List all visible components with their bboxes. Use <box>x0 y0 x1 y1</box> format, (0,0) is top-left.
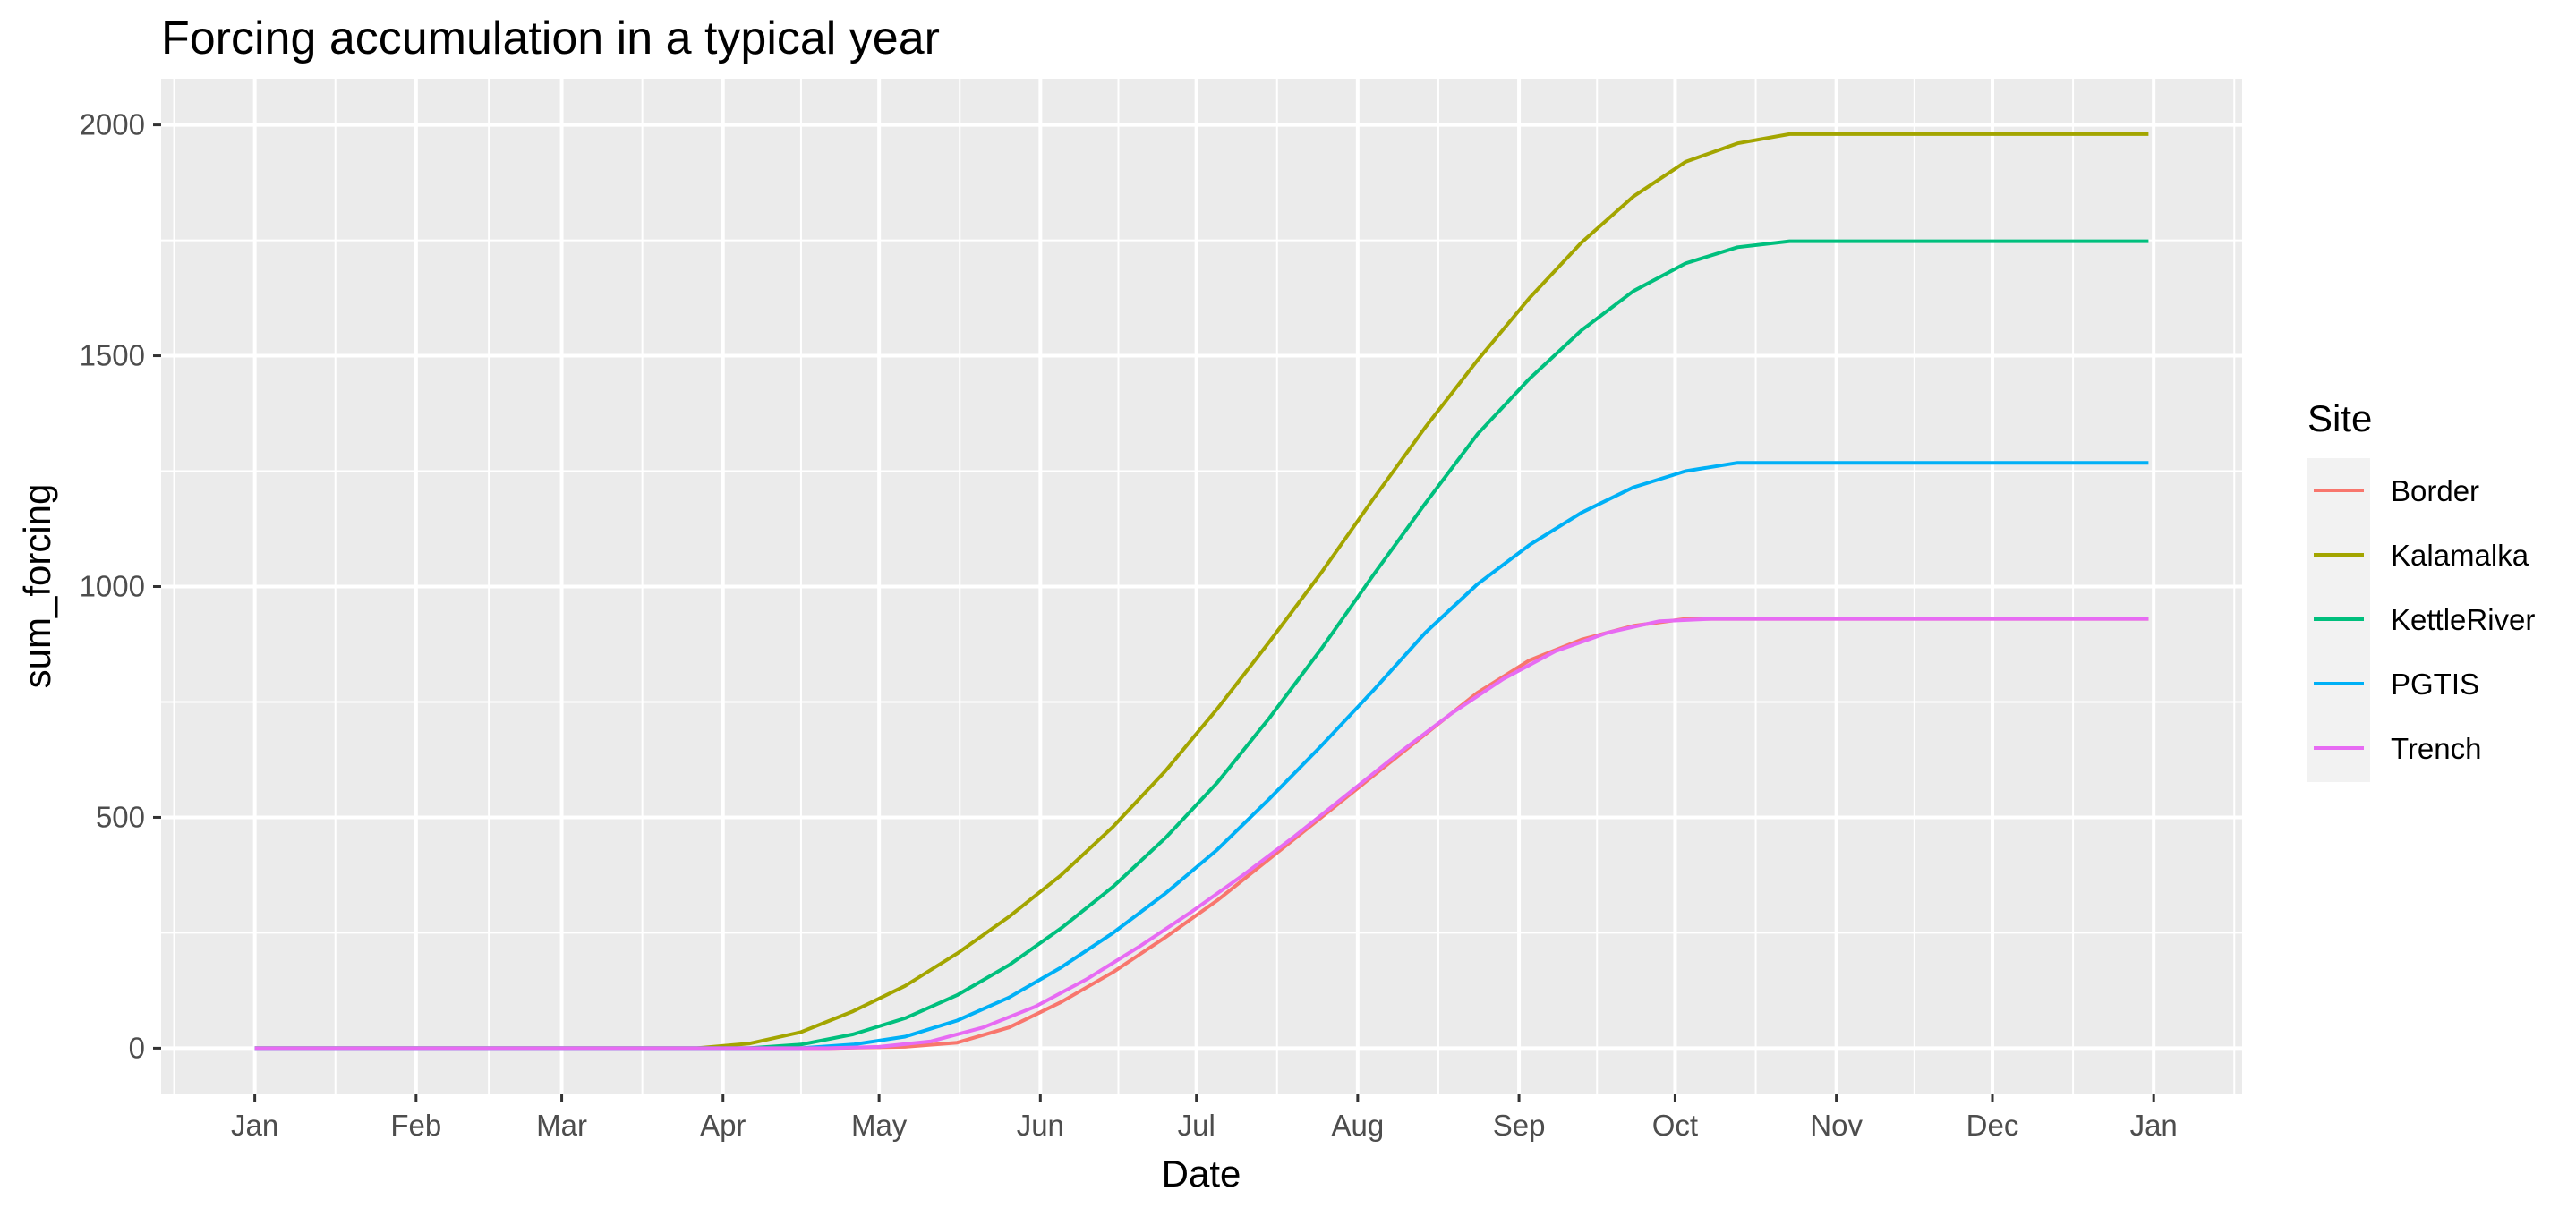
x-axis: Jan Feb Mar Apr May Jun Jul Aug Sep Oct Nov Dec Jan <box>231 1094 2178 1142</box>
series-line-trench <box>254 617 2149 1051</box>
y-tick-label: 2000 <box>80 108 145 141</box>
series-line-kettleriver <box>254 239 2149 1051</box>
x-tick-label: Apr <box>700 1109 746 1142</box>
legend-label-trench: Trench <box>2391 732 2481 765</box>
x-tick-label: Jun <box>1017 1109 1064 1142</box>
x-tick-label: Jan <box>2130 1109 2178 1142</box>
legend: Site Border Kalamalka KettleRiver PGTIS Tren… <box>2307 397 2535 782</box>
y-tick-label: 500 <box>96 800 145 833</box>
series-line-pgtis <box>254 461 2149 1051</box>
x-tick-label: May <box>851 1109 908 1142</box>
legend-label-kalamalka: Kalamalka <box>2391 539 2529 572</box>
y-axis-title: sum_forcing <box>16 484 58 689</box>
y-tick-label: 0 <box>129 1031 145 1064</box>
chart-title: Forcing accumulation in a typical year <box>161 13 940 64</box>
x-tick-label: Sep <box>1493 1109 1546 1142</box>
x-tick-label: Feb <box>390 1109 441 1142</box>
series-lines <box>254 132 2149 1051</box>
legend-label-kettleriver: KettleRiver <box>2391 603 2535 636</box>
legend-label-pgtis: PGTIS <box>2391 668 2479 701</box>
series-line-border <box>254 617 2149 1051</box>
x-tick-label: Dec <box>1966 1109 2019 1142</box>
x-tick-label: Oct <box>1652 1109 1698 1142</box>
x-tick-label: Jan <box>231 1109 278 1142</box>
y-tick-label: 1000 <box>80 570 145 603</box>
y-axis: 0 500 1000 1500 2000 <box>80 108 161 1064</box>
x-tick-label: Mar <box>536 1109 587 1142</box>
x-axis-title: Date <box>1162 1153 1241 1195</box>
legend-title: Site <box>2307 397 2372 439</box>
x-tick-label: Jul <box>1178 1109 1215 1142</box>
x-tick-label: Nov <box>1810 1109 1863 1142</box>
x-tick-label: Aug <box>1332 1109 1385 1142</box>
legend-label-border: Border <box>2391 474 2479 507</box>
y-tick-label: 1500 <box>80 339 145 372</box>
series-line-kalamalka <box>254 132 2149 1051</box>
major-gridlines <box>161 79 2242 1094</box>
